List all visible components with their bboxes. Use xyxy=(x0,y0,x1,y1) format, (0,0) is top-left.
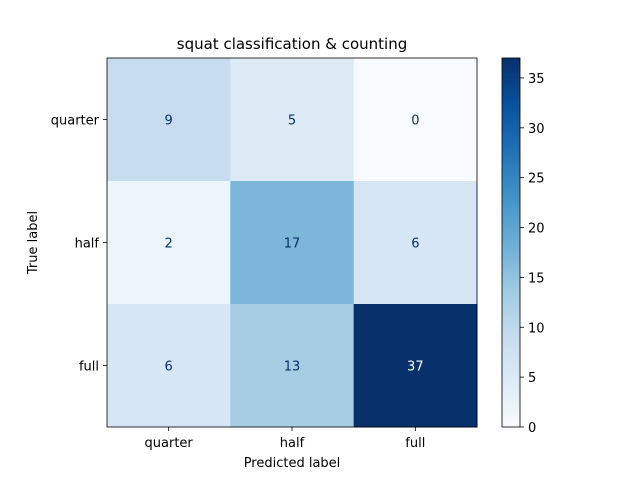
y-tick-label: full xyxy=(79,360,99,375)
cell-value-label: 17 xyxy=(284,237,301,252)
cell-value-label: 5 xyxy=(288,114,296,129)
heatmap-cell xyxy=(230,181,355,305)
colorbar-tick-label: 20 xyxy=(528,222,545,237)
heatmap-cells: 9 5 0 2 17 6 6 13 37 xyxy=(107,58,478,428)
y-tick-label: quarter xyxy=(51,114,100,129)
cell-value-label: 13 xyxy=(284,360,301,375)
y-axis-label: True label xyxy=(26,211,41,275)
x-axis-ticks: quarter half full xyxy=(145,427,425,451)
cell-value-label: 37 xyxy=(407,360,424,375)
cell-value-label: 6 xyxy=(165,360,173,375)
x-tick-label: full xyxy=(405,436,425,451)
x-tick-label: quarter xyxy=(145,436,194,451)
colorbar-tick-label: 35 xyxy=(528,72,545,87)
y-tick-label: half xyxy=(75,237,100,252)
cell-value-label: 6 xyxy=(411,237,419,252)
cell-value-label: 2 xyxy=(165,237,173,252)
heatmap-cell xyxy=(353,181,478,305)
cell-value-label: 0 xyxy=(411,114,419,129)
heatmap-cell xyxy=(230,58,355,182)
chart-title: squat classification & counting xyxy=(177,35,407,53)
colorbar-tick-label: 0 xyxy=(528,421,536,436)
colorbar-tick-label: 30 xyxy=(528,122,545,137)
heatmap-cell xyxy=(353,304,478,428)
y-axis-ticks: quarter half full xyxy=(51,114,107,375)
heatmap-cell xyxy=(107,58,231,182)
colorbar-ticks: 0 5 10 15 20 25 30 35 xyxy=(520,72,545,436)
x-axis-label: Predicted label xyxy=(244,456,341,471)
colorbar-tick-label: 5 xyxy=(528,371,536,386)
heatmap-cell xyxy=(230,304,355,428)
colorbar xyxy=(501,57,521,428)
cell-value-label: 9 xyxy=(165,114,173,129)
heatmap-cell xyxy=(107,181,231,305)
heatmap-cell xyxy=(353,58,478,182)
colorbar-tick-label: 25 xyxy=(528,172,545,187)
heatmap-cell xyxy=(107,304,231,428)
colorbar-tick-label: 10 xyxy=(528,321,545,336)
x-tick-label: half xyxy=(280,436,305,451)
colorbar-tick-label: 15 xyxy=(528,271,545,286)
